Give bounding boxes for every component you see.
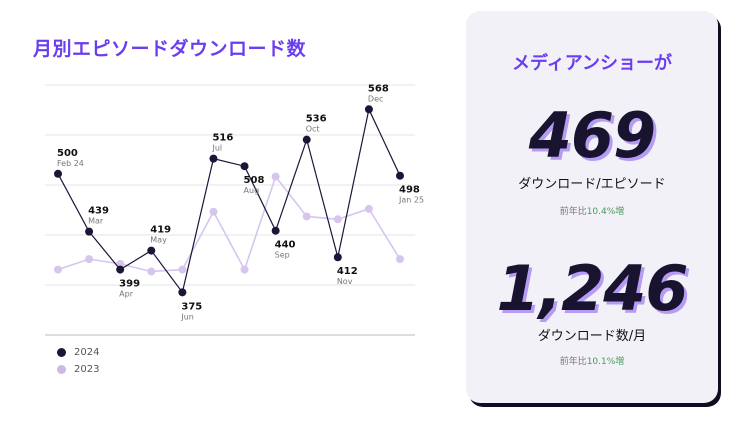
- category-label: Feb 24: [57, 159, 84, 168]
- downloads-per-month-growth: 前年比10.1%増: [559, 357, 625, 367]
- data-point-2023: [396, 255, 404, 264]
- chart-title: 月別エピソードダウンロード数: [33, 38, 307, 60]
- data-point-2023: [271, 172, 280, 181]
- data-point-2024: [85, 227, 94, 236]
- legend-dot-icon: [57, 364, 66, 374]
- data-point-2024: [302, 135, 311, 144]
- data-label: 439: [88, 206, 109, 217]
- data-point-2023: [54, 265, 62, 274]
- data-label: 500: [57, 148, 78, 159]
- data-label: 412: [337, 266, 358, 277]
- data-point-2024: [147, 246, 156, 255]
- category-label: Jul: [211, 144, 222, 153]
- series-line-2024: [57, 107, 401, 294]
- data-label: 508: [244, 175, 265, 186]
- downloads-per-month-value: 1,246: [496, 252, 688, 325]
- data-point-2024: [116, 265, 125, 274]
- data-point-2024: [178, 288, 187, 297]
- downloads-per-episode-value: 469: [528, 99, 656, 172]
- downloads-per-episode-growth: 前年比10.4%増: [559, 207, 625, 217]
- data-point-2023: [302, 212, 311, 221]
- series-line-2023: [57, 174, 401, 273]
- data-label: 375: [181, 301, 202, 312]
- data-label: 516: [212, 133, 233, 144]
- category-label: May: [150, 236, 167, 245]
- data-label: 536: [306, 114, 327, 125]
- data-point-2024: [333, 253, 342, 262]
- data-label: 498: [399, 185, 420, 196]
- legend-label: 2023: [74, 363, 100, 375]
- category-label: Jan 25: [398, 196, 424, 205]
- data-label: 568: [368, 83, 389, 94]
- data-point-2024: [209, 154, 218, 163]
- legend-dot-icon: [57, 347, 66, 357]
- category-label: Nov: [337, 277, 353, 286]
- data-point-2023: [364, 204, 373, 213]
- legend: 2024 2023: [57, 345, 99, 379]
- data-label: 419: [150, 225, 171, 236]
- category-label: Dec: [368, 94, 383, 103]
- data-point-2023: [333, 215, 342, 224]
- data-point-2024: [396, 171, 404, 180]
- data-point-2023: [85, 255, 94, 264]
- category-label: Apr: [119, 290, 134, 299]
- category-label: Oct: [306, 125, 320, 134]
- card-title: メディアンショーが: [511, 53, 673, 74]
- legend-item-2024[interactable]: 2024: [57, 345, 99, 359]
- data-label: 399: [119, 279, 140, 290]
- summary-card: メディアンショーが 469 ダウンロード/エピソード 前年比10.4%増 1,2…: [466, 11, 718, 403]
- data-point-2023: [178, 265, 187, 274]
- data-point-2023: [116, 259, 125, 268]
- data-point-2024: [54, 169, 62, 178]
- category-label: Aug: [244, 186, 260, 195]
- data-label: 440: [275, 240, 296, 251]
- downloads-per-episode-label: ダウンロード/エピソード: [518, 177, 666, 192]
- category-label: Sep: [275, 251, 290, 260]
- legend-item-2023[interactable]: 2023: [57, 362, 99, 376]
- downloads-per-month-label: ダウンロード数/月: [537, 329, 647, 344]
- data-point-2023: [147, 267, 156, 276]
- category-label: Jun: [180, 312, 194, 321]
- category-label: Mar: [88, 217, 104, 226]
- data-point-2024: [364, 105, 373, 114]
- data-point-2024: [240, 162, 249, 171]
- legend-label: 2024: [74, 346, 100, 358]
- data-point-2023: [209, 207, 218, 216]
- data-point-2024: [271, 226, 280, 235]
- data-point-2023: [240, 265, 249, 274]
